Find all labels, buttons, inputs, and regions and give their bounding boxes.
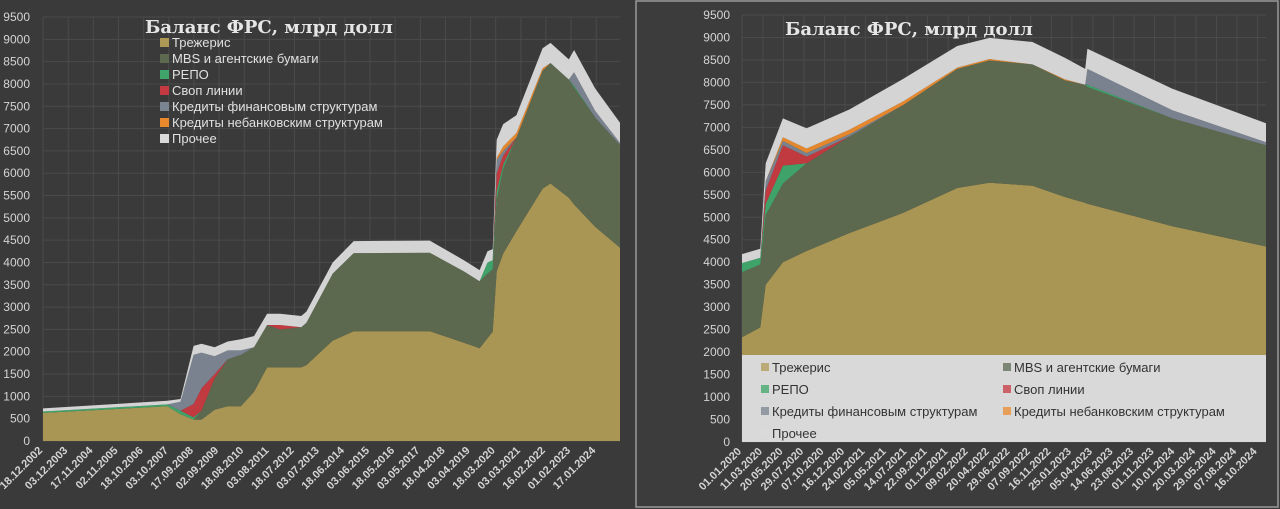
y-tick-label: 5500: [703, 188, 730, 202]
y-tick-label: 0: [723, 435, 730, 449]
legend-swatch-repo: [160, 70, 169, 79]
y-tick-label: 5000: [703, 210, 730, 224]
y-tick-label: 8000: [703, 75, 730, 89]
y-tick-label: 1000: [703, 390, 730, 404]
y-tick-label: 5500: [3, 189, 30, 203]
y-tick-label: 4500: [703, 233, 730, 247]
y-tick-label: 4000: [703, 255, 730, 269]
y-tick-label: 3500: [703, 278, 730, 292]
y-tick-label: 1500: [703, 368, 730, 382]
y-tick-label: 3000: [3, 300, 30, 314]
y-tick-label: 4000: [3, 255, 30, 269]
y-tick-label: 7000: [3, 122, 30, 136]
legend-label: Прочее: [172, 131, 217, 146]
area-series-mbs: [742, 60, 1266, 338]
legend-label: РЕПО: [772, 382, 809, 397]
y-tick-label: 5000: [3, 211, 30, 225]
y-tick-label: 1500: [3, 367, 30, 381]
y-tick-label: 9500: [3, 10, 30, 24]
y-tick-label: 9500: [703, 8, 730, 22]
y-tick-label: 6000: [703, 165, 730, 179]
y-tick-label: 8500: [703, 53, 730, 67]
legend-label: Своп линии: [1014, 382, 1085, 397]
y-tick-label: 7000: [703, 120, 730, 134]
legend-swatch-mbs: [160, 54, 169, 63]
area-series-treasury: [43, 183, 620, 441]
legend-swatch-other: [761, 429, 769, 437]
legend-label: MBS и агентские бумаги: [1014, 360, 1161, 375]
y-tick-label: 2500: [703, 323, 730, 337]
legend-label: РЕПО: [172, 67, 209, 82]
y-tick-label: 0: [23, 434, 30, 448]
chart-since-2020: 0 500 1000 1500 2000 2500 3000 3500 4000 4500 5000…: [697, 8, 1266, 493]
y-tick-label: 4500: [3, 233, 30, 247]
y-tick-label: 2000: [3, 345, 30, 359]
legend-swatch-swap: [160, 86, 169, 95]
chart-title: Баланс ФРС, млрд долл: [785, 19, 1033, 40]
legend-swatch-mbs: [1003, 363, 1011, 371]
legend-label: Своп линии: [172, 83, 243, 98]
y-tick-label: 6500: [3, 144, 30, 158]
legend-label: Трежерис: [772, 360, 831, 375]
legend-swatch-credit_fin: [761, 407, 769, 415]
area-series-mbs: [43, 63, 620, 420]
y-tick-label: 500: [10, 412, 30, 426]
y-tick-label: 6500: [703, 143, 730, 157]
chart-title: Баланс ФРС, млрд долл: [145, 17, 393, 38]
y-tick-label: 8500: [3, 55, 30, 69]
legend-swatch-treasury: [160, 38, 169, 47]
y-tick-label: 8000: [3, 77, 30, 91]
legend-swatch-swap: [1003, 385, 1011, 393]
legend-label: Кредиты небанковским структурам: [1014, 404, 1225, 419]
legend-swatch-credit_nonbank: [1003, 407, 1011, 415]
y-tick-label: 7500: [3, 99, 30, 113]
legend-label: Кредиты небанковским структурам: [172, 115, 383, 130]
y-tick-label: 500: [710, 413, 730, 427]
legend-swatch-repo: [761, 385, 769, 393]
legend-label: MBS и агентские бумаги: [172, 51, 319, 66]
y-tick-label: 9000: [703, 30, 730, 44]
legend-label: Кредиты финансовым структурам: [172, 99, 378, 114]
legend-label: Кредиты финансовым структурам: [772, 404, 978, 419]
y-tick-label: 2500: [3, 322, 30, 336]
legend-swatch-credit_fin: [160, 102, 169, 111]
y-tick-label: 2000: [703, 345, 730, 359]
y-tick-label: 6000: [3, 166, 30, 180]
legend-label: Трежерис: [172, 35, 231, 50]
y-tick-label: 9000: [3, 32, 30, 46]
legend-swatch-treasury: [761, 363, 769, 371]
legend-swatch-other: [160, 134, 169, 143]
legend-swatch-credit_nonbank: [160, 118, 169, 127]
y-tick-label: 7500: [703, 98, 730, 112]
legend-label: Прочее: [772, 426, 817, 441]
y-tick-label: 1000: [3, 389, 30, 403]
y-tick-label: 3000: [703, 300, 730, 314]
y-tick-label: 3500: [3, 278, 30, 292]
